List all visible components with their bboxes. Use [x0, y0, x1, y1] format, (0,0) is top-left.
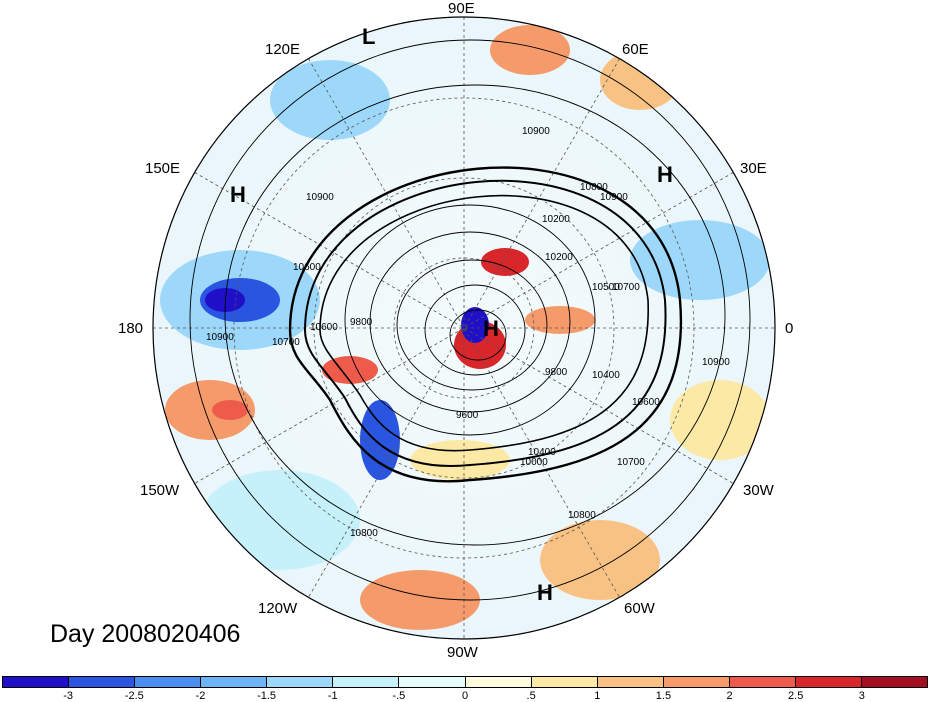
- day-title: Day 2008020406: [50, 620, 241, 648]
- lon-label-30w: 30W: [743, 482, 774, 499]
- colorbar-cell: [333, 677, 400, 687]
- colorbar-tick-label: -.5: [392, 690, 406, 702]
- contour-labels: 10900 10900 10800 10900 10700 10600 1070…: [206, 126, 730, 539]
- contour-label: 10400: [592, 370, 620, 381]
- contour-label: 10000: [520, 457, 548, 468]
- lon-label-150w: 150W: [140, 482, 180, 499]
- colorbar-tick-label: -2.5: [124, 690, 144, 702]
- anomaly-shading: [160, 25, 770, 630]
- lon-label-150e: 150E: [145, 160, 181, 177]
- height-contours: [189, 39, 751, 601]
- contour-label: 9800: [350, 317, 373, 328]
- colorbar-cell: [201, 677, 268, 687]
- colorbar-tick-label: -1.5: [257, 690, 277, 702]
- contour-label: 10900: [306, 192, 334, 203]
- contour-label: 10900: [600, 192, 628, 203]
- colorbar-tick-label: 2.5: [788, 690, 804, 702]
- colorbar-tick-label: 1: [594, 690, 601, 702]
- colorbar-tick-label: 0: [461, 690, 469, 702]
- graticule: [153, 17, 775, 639]
- colorbar-cell: [135, 677, 202, 687]
- colorbar-cell: [729, 677, 796, 687]
- colorbar-cell: [69, 677, 136, 687]
- colorbar-cell: [663, 677, 730, 687]
- lon-label-90w: 90W: [447, 644, 478, 661]
- contour-label: 10400: [528, 447, 556, 458]
- contour-label: 10900: [522, 126, 550, 137]
- colorbar-tick-label: 3: [858, 690, 865, 702]
- high-center-marker: H: [657, 162, 673, 187]
- contour-label: 10700: [617, 457, 645, 468]
- lon-label-90e: 90E: [448, 0, 475, 17]
- high-center-marker: H: [230, 182, 246, 207]
- colorbar-tick-label: -1: [327, 690, 338, 702]
- high-center-marker: H: [483, 316, 499, 341]
- colorbar-tick-label: 2: [726, 690, 733, 702]
- contour-label: 10700: [612, 282, 640, 293]
- contour-label: 10900: [206, 332, 234, 343]
- colorbar-cell: [597, 677, 664, 687]
- lon-label-120e: 120E: [265, 41, 301, 58]
- colorbar-cell: [3, 677, 70, 687]
- contour-label: 10800: [580, 182, 608, 193]
- colorbar-tick-label: -3: [63, 690, 74, 702]
- contour-label: 10900: [702, 357, 730, 368]
- contour-label: 10800: [350, 528, 378, 539]
- lon-label-30e: 30E: [740, 160, 767, 177]
- contour-label: 10600: [293, 262, 321, 273]
- colorbar-cell: [531, 677, 598, 687]
- colorbar-tick-label: 1.5: [655, 690, 672, 702]
- contour-label: 9800: [545, 367, 568, 378]
- contour-label: 10800: [568, 510, 596, 521]
- contour-label: 10200: [545, 252, 573, 263]
- colorbar-cell: [267, 677, 334, 687]
- contour-label: 10700: [272, 337, 300, 348]
- contour-label: 10200: [542, 214, 570, 225]
- lon-label-60w: 60W: [624, 600, 655, 617]
- contour-label: 10500: [592, 282, 620, 293]
- lon-label-120w: 120W: [258, 600, 298, 617]
- colorbar-cell: [465, 677, 532, 687]
- map-boundary: [152, 16, 776, 640]
- lon-label-60e: 60E: [622, 41, 649, 58]
- contour-label: 9600: [456, 410, 479, 421]
- colorbar: [2, 676, 928, 688]
- lon-label-0: 0: [785, 320, 794, 337]
- low-center-marker: L: [362, 24, 376, 49]
- contour-label: 10600: [310, 322, 338, 333]
- lon-label-180: 180: [118, 320, 144, 337]
- colorbar-tick-label: -2: [195, 690, 206, 702]
- colorbar-cell: [795, 677, 863, 687]
- colorbar-tick-label: .5: [526, 690, 536, 702]
- high-center-marker: H: [537, 580, 553, 605]
- contour-label: 10600: [632, 397, 660, 408]
- colorbar-cell: [399, 677, 466, 687]
- colorbar-cell: [862, 677, 928, 687]
